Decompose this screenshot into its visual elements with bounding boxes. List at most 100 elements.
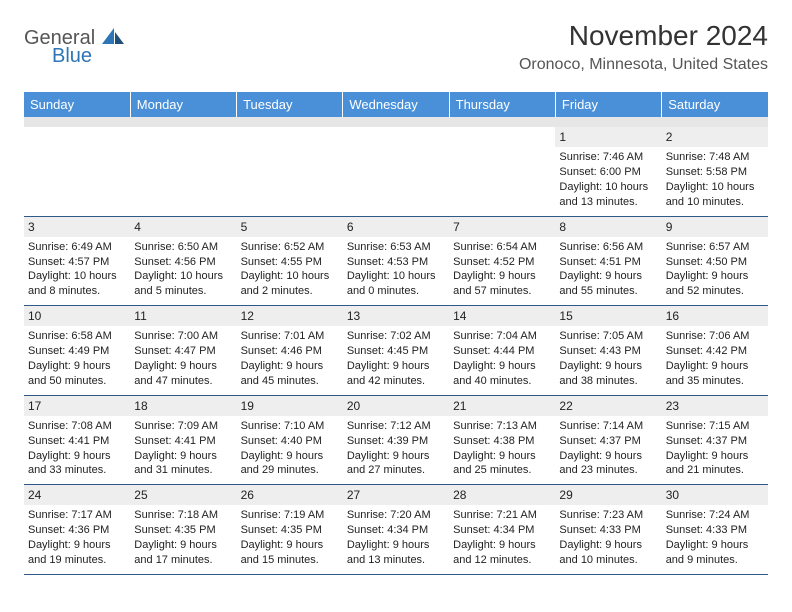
logo: General Blue (24, 20, 124, 66)
sunrise-text: Sunrise: 7:10 AM (241, 419, 339, 434)
day-cell: 17Sunrise: 7:08 AMSunset: 4:41 PMDayligh… (24, 395, 130, 485)
daylight-text: Daylight: 9 hours (241, 538, 339, 553)
day-number: 18 (130, 396, 236, 416)
sunset-text: Sunset: 4:41 PM (28, 434, 126, 449)
day-cell: 12Sunrise: 7:01 AMSunset: 4:46 PMDayligh… (237, 306, 343, 396)
day-cell: 26Sunrise: 7:19 AMSunset: 4:35 PMDayligh… (237, 485, 343, 575)
daylight-text: Daylight: 9 hours (28, 359, 126, 374)
day-number: 15 (555, 306, 661, 326)
day-cell: 13Sunrise: 7:02 AMSunset: 4:45 PMDayligh… (343, 306, 449, 396)
daylight-text: and 8 minutes. (28, 284, 126, 299)
day-cell: 4Sunrise: 6:50 AMSunset: 4:56 PMDaylight… (130, 216, 236, 306)
sunrise-text: Sunrise: 6:52 AM (241, 240, 339, 255)
daylight-text: Daylight: 9 hours (666, 538, 764, 553)
day-number: 27 (343, 485, 449, 505)
day-number: 25 (130, 485, 236, 505)
daylight-text: Daylight: 9 hours (453, 538, 551, 553)
day-number: 3 (24, 217, 130, 237)
daylight-text: and 25 minutes. (453, 463, 551, 478)
sunrise-text: Sunrise: 7:46 AM (559, 150, 657, 165)
daylight-text: and 13 minutes. (559, 195, 657, 210)
daylight-text: Daylight: 10 hours (347, 269, 445, 284)
day-cell: 11Sunrise: 7:00 AMSunset: 4:47 PMDayligh… (130, 306, 236, 396)
daylight-text: Daylight: 9 hours (453, 359, 551, 374)
sunset-text: Sunset: 4:55 PM (241, 255, 339, 270)
sunset-text: Sunset: 4:49 PM (28, 344, 126, 359)
sunrise-text: Sunrise: 7:13 AM (453, 419, 551, 434)
sail-icon (102, 26, 124, 49)
sunset-text: Sunset: 4:37 PM (559, 434, 657, 449)
day-cell: 29Sunrise: 7:23 AMSunset: 4:33 PMDayligh… (555, 485, 661, 575)
daylight-text: Daylight: 9 hours (241, 359, 339, 374)
sunrise-text: Sunrise: 7:05 AM (559, 329, 657, 344)
day-number: 17 (24, 396, 130, 416)
sunrise-text: Sunrise: 6:49 AM (28, 240, 126, 255)
daylight-text: and 57 minutes. (453, 284, 551, 299)
daylight-text: Daylight: 9 hours (559, 359, 657, 374)
day-number: 6 (343, 217, 449, 237)
daylight-text: and 27 minutes. (347, 463, 445, 478)
sunset-text: Sunset: 4:37 PM (666, 434, 764, 449)
day-number: 20 (343, 396, 449, 416)
day-cell: 10Sunrise: 6:58 AMSunset: 4:49 PMDayligh… (24, 306, 130, 396)
day-cell: 28Sunrise: 7:21 AMSunset: 4:34 PMDayligh… (449, 485, 555, 575)
sunset-text: Sunset: 4:41 PM (134, 434, 232, 449)
calendar-table: Sunday Monday Tuesday Wednesday Thursday… (24, 92, 768, 575)
day-cell: 27Sunrise: 7:20 AMSunset: 4:34 PMDayligh… (343, 485, 449, 575)
daylight-text: and 52 minutes. (666, 284, 764, 299)
day-number: 4 (130, 217, 236, 237)
daylight-text: Daylight: 10 hours (134, 269, 232, 284)
day-number: 28 (449, 485, 555, 505)
daylight-text: and 50 minutes. (28, 374, 126, 389)
daylight-text: and 31 minutes. (134, 463, 232, 478)
sunrise-text: Sunrise: 7:02 AM (347, 329, 445, 344)
day-number: 21 (449, 396, 555, 416)
day-cell: 21 Sunrise: 7:13 AMSunset: 4:38 PMDayligh… (449, 395, 555, 485)
daylight-text: and 45 minutes. (241, 374, 339, 389)
sunset-text: Sunset: 4:47 PM (134, 344, 232, 359)
week-row: 3Sunrise: 6:49 AMSunset: 4:57 PMDaylight… (24, 216, 768, 306)
day-number: 11 (130, 306, 236, 326)
sunrise-text: Sunrise: 6:57 AM (666, 240, 764, 255)
sunset-text: Sunset: 4:53 PM (347, 255, 445, 270)
day-cell: 23Sunrise: 7:15 AMSunset: 4:37 PMDayligh… (662, 395, 768, 485)
sunrise-text: Sunrise: 7:01 AM (241, 329, 339, 344)
day-cell: 22Sunrise: 7:14 AMSunset: 4:37 PMDayligh… (555, 395, 661, 485)
day-cell: 6 Sunrise: 6:53 AMSunset: 4:53 PMDaylight… (343, 216, 449, 306)
sunset-text: Sunset: 4:39 PM (347, 434, 445, 449)
daylight-text: and 0 minutes. (347, 284, 445, 299)
sunset-text: Sunset: 4:45 PM (347, 344, 445, 359)
daylight-text: and 33 minutes. (28, 463, 126, 478)
daylight-text: and 35 minutes. (666, 374, 764, 389)
location-subtitle: Oronoco, Minnesota, United States (519, 56, 768, 74)
day-cell: 8Sunrise: 6:56 AMSunset: 4:51 PMDaylight… (555, 216, 661, 306)
day-number: 5 (237, 217, 343, 237)
daylight-text: Daylight: 9 hours (453, 449, 551, 464)
daylight-text: Daylight: 9 hours (241, 449, 339, 464)
day-cell: 25Sunrise: 7:18 AMSunset: 4:35 PMDayligh… (130, 485, 236, 575)
page-title: November 2024 (519, 20, 768, 52)
day-number: 9 (662, 217, 768, 237)
day-number: 8 (555, 217, 661, 237)
daylight-text: and 29 minutes. (241, 463, 339, 478)
sunrise-text: Sunrise: 7:23 AM (559, 508, 657, 523)
daylight-text: and 23 minutes. (559, 463, 657, 478)
sunrise-text: Sunrise: 7:19 AM (241, 508, 339, 523)
col-saturday: Saturday (662, 92, 768, 117)
sunrise-text: Sunrise: 6:54 AM (453, 240, 551, 255)
daylight-text: Daylight: 9 hours (347, 538, 445, 553)
daylight-text: Daylight: 9 hours (347, 449, 445, 464)
day-cell (449, 127, 555, 216)
day-number: 12 (237, 306, 343, 326)
sunrise-text: Sunrise: 6:53 AM (347, 240, 445, 255)
sunset-text: Sunset: 5:58 PM (666, 165, 764, 180)
sunrise-text: Sunrise: 7:04 AM (453, 329, 551, 344)
day-cell: 2Sunrise: 7:48 AMSunset: 5:58 PMDaylight… (662, 127, 768, 216)
day-cell: 3Sunrise: 6:49 AMSunset: 4:57 PMDaylight… (24, 216, 130, 306)
sunset-text: Sunset: 4:33 PM (559, 523, 657, 538)
daylight-text: and 38 minutes. (559, 374, 657, 389)
daylight-text: and 9 minutes. (666, 553, 764, 568)
sunrise-text: Sunrise: 7:17 AM (28, 508, 126, 523)
sunset-text: Sunset: 4:38 PM (453, 434, 551, 449)
daylight-text: Daylight: 9 hours (666, 449, 764, 464)
